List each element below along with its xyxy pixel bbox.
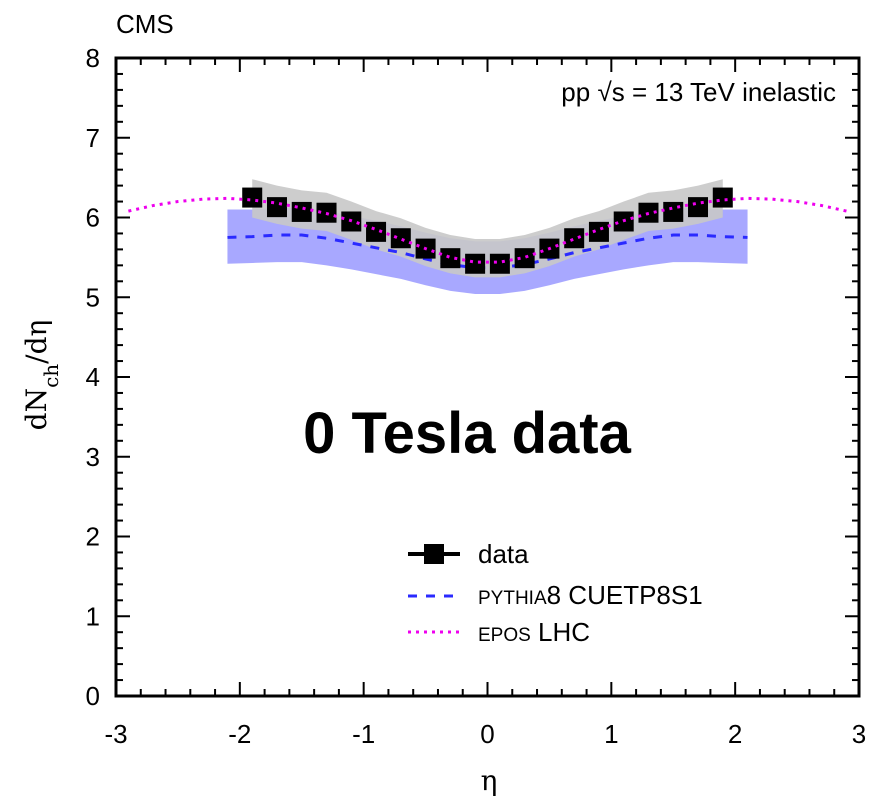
data-point [366,221,387,242]
data-point [440,248,461,269]
y-tick-label: 0 [86,681,100,711]
legend-entry-pythia: PYTHIA8 CUETP8S1 [408,580,703,610]
data-point [712,187,733,208]
legend-data-label: data [478,539,529,569]
epos-curve [128,196,847,264]
data-point [266,197,287,218]
data-point [465,253,486,274]
y-tick-label: 4 [86,362,100,392]
data-point [489,253,510,274]
legend-data-marker [424,544,444,564]
x-tick-label: -3 [104,719,127,749]
legend-entry-data: data [408,539,529,569]
x-tick-label: 1 [604,719,618,749]
data-point [390,228,411,249]
y-tick-label: 5 [86,282,100,312]
data-point [564,228,585,249]
y-tick-label: 8 [86,43,100,73]
data-point [688,197,709,218]
y-axis-title: dNch/dη [20,320,63,431]
overlay-text: 0 Tesla data [303,401,631,466]
y-tick-label: 3 [86,442,100,472]
data-point [588,221,609,242]
model-curves [227,233,748,270]
tick-labels: -3 -2 -1 0 1 2 3 0 1 2 3 4 5 6 7 8 [86,43,867,749]
data-points [128,187,847,274]
x-tick-label: -2 [228,719,251,749]
x-tick-label: 0 [480,719,494,749]
x-axis-title: η [481,764,498,797]
x-tick-label: 3 [852,719,866,749]
y-tick-label: 2 [86,522,100,552]
legend-entry-epos: EPOS LHC [408,617,590,647]
x-tick-label: -1 [352,719,375,749]
experiment-label: CMS [116,9,174,39]
data-point [663,201,684,222]
axis-ticks [115,57,860,697]
data-point [514,248,535,269]
legend-epos-label: EPOS LHC [478,617,590,647]
x-tick-label: 2 [728,719,742,749]
legend-pythia-label: PYTHIA8 CUETP8S1 [478,580,703,610]
energy-label: pp √s = 13 TeV inelastic [561,77,836,107]
pythia-curve [227,233,748,270]
y-tick-label: 1 [86,601,100,631]
y-tick-label: 7 [86,123,100,153]
data-point [291,201,312,222]
data-point [242,187,263,208]
legend: data PYTHIA8 CUETP8S1 EPOS LHC [408,539,703,647]
y-tick-label: 6 [86,203,100,233]
